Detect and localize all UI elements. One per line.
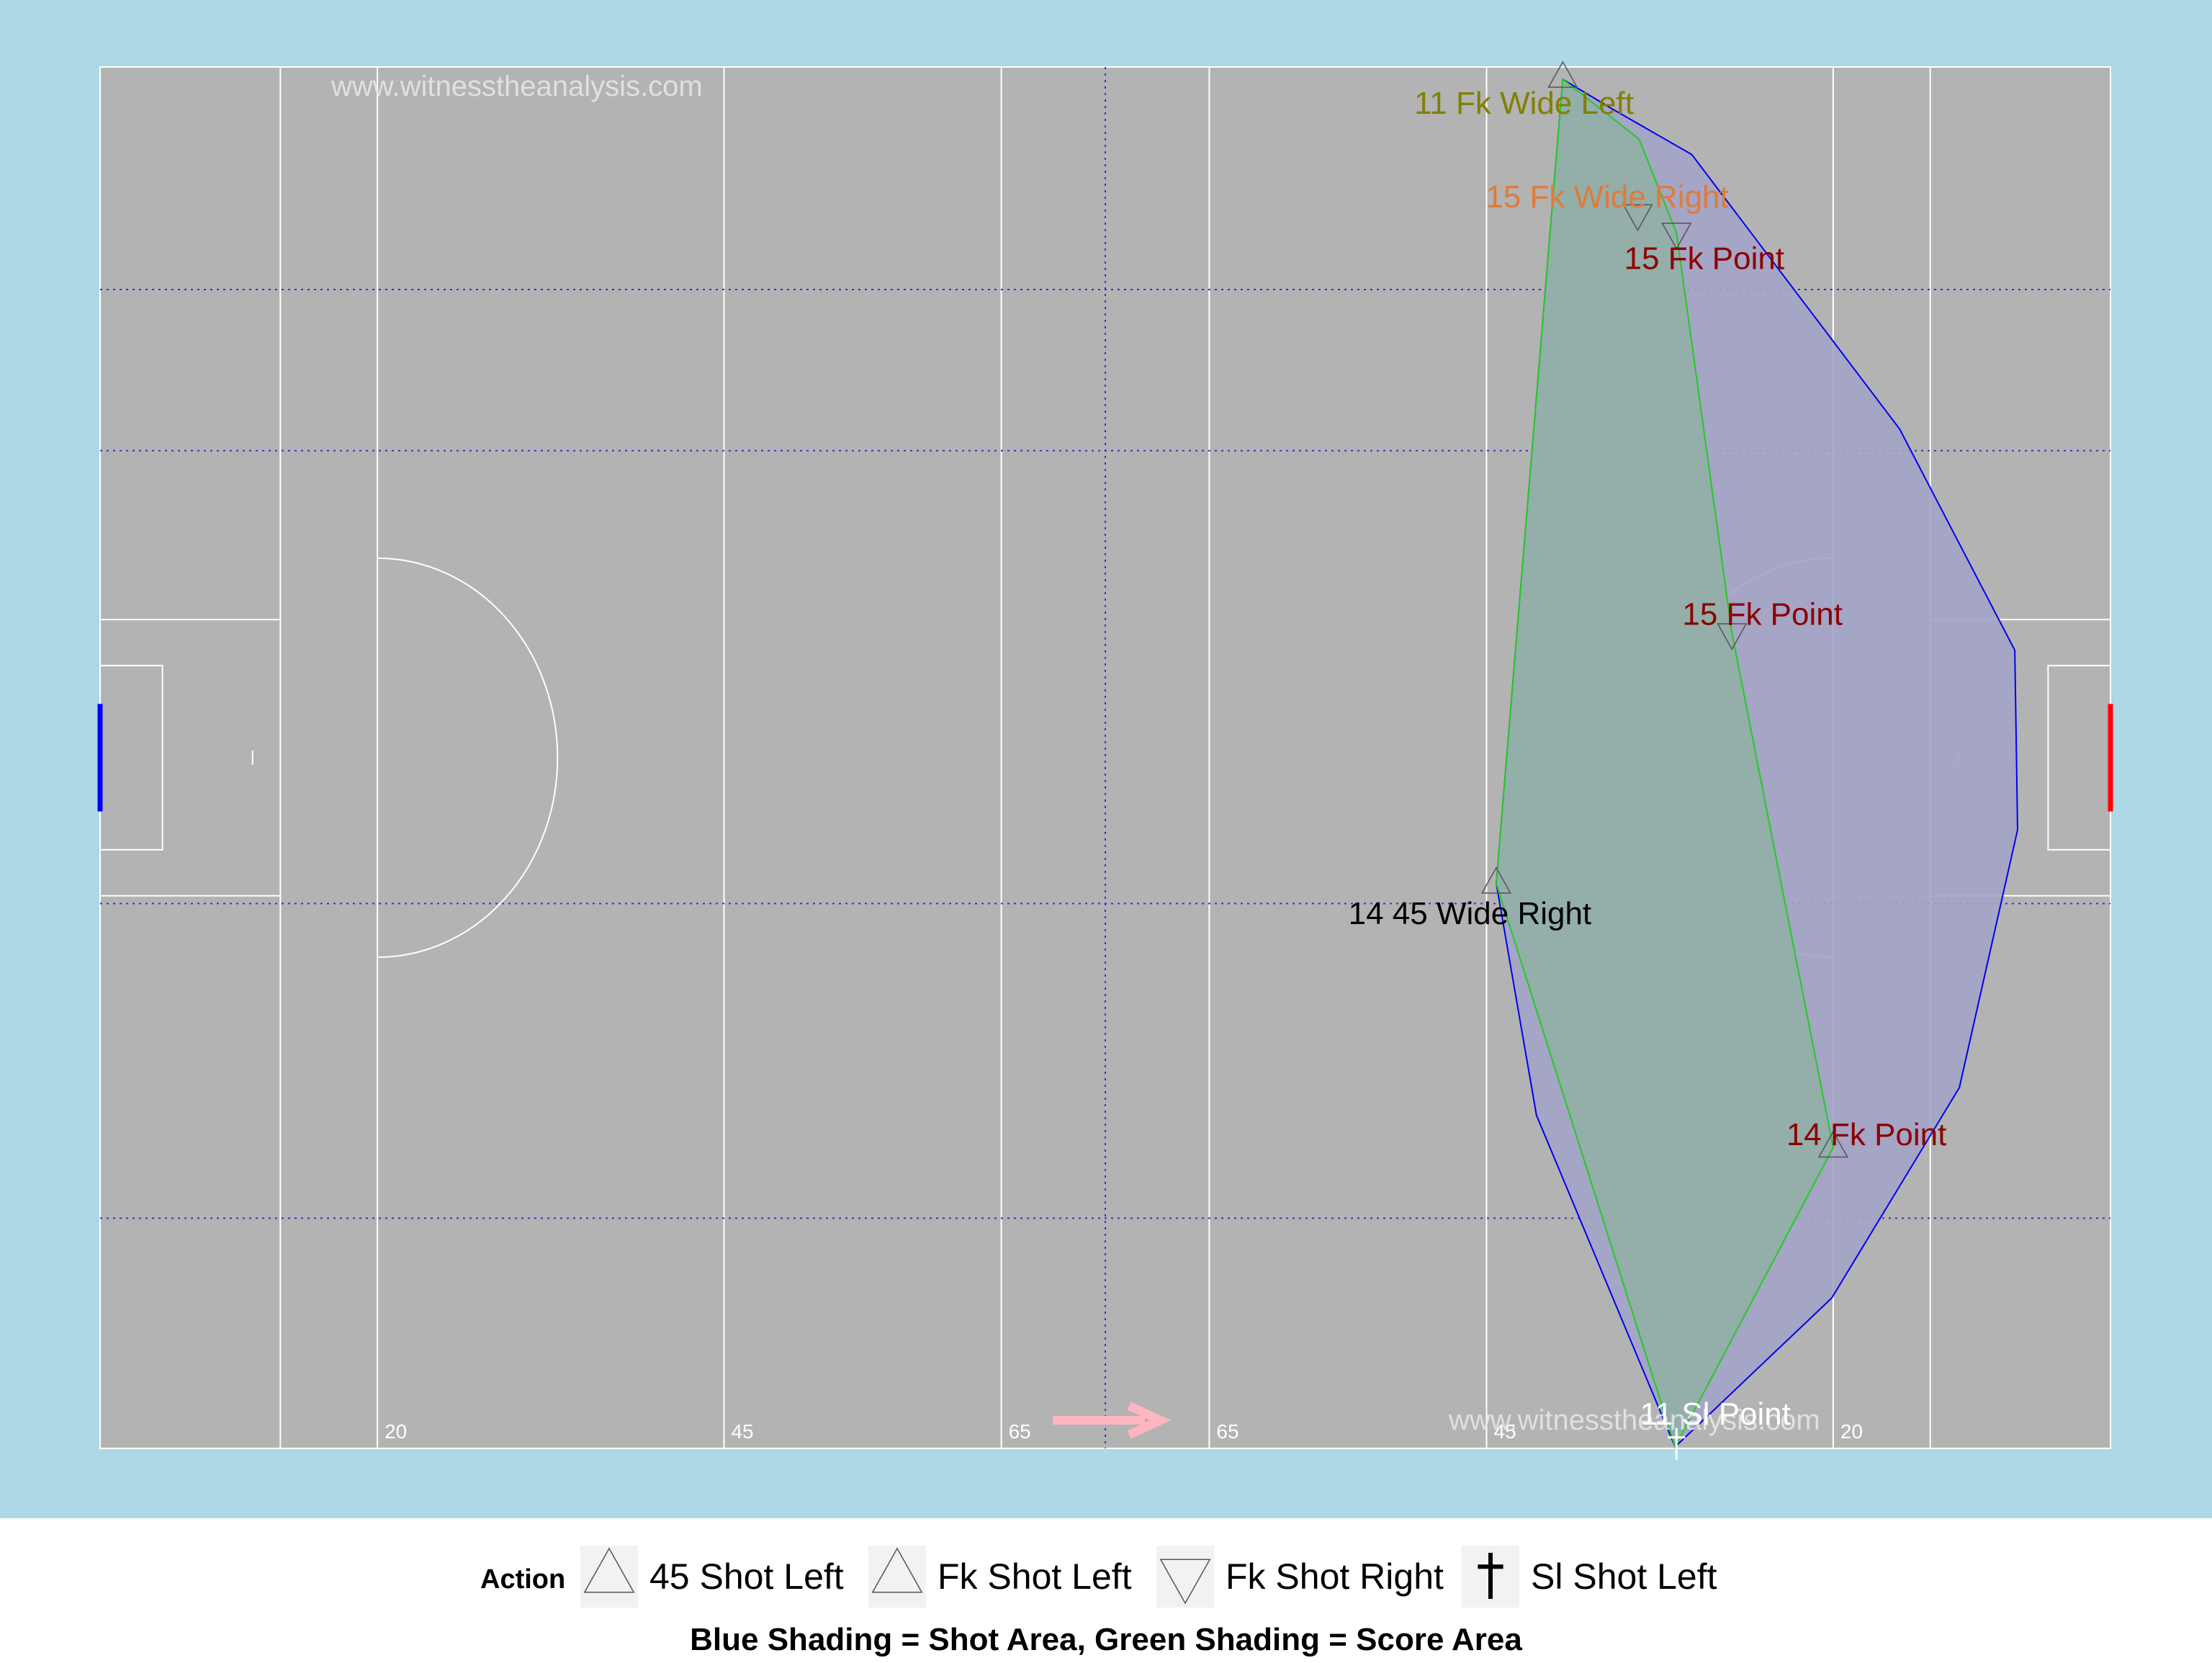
legend-symbol: [1478, 1553, 1503, 1599]
watermark-bottom: www.witnesstheanalysis.com: [1448, 1404, 1820, 1436]
chart-caption: Blue Shading = Shot Area, Green Shading …: [690, 1622, 1522, 1657]
distance-labels: 20 45 65 65 45 20: [385, 1420, 1863, 1443]
score-area-polygon: [1495, 78, 1834, 1449]
shot-labels: 11 Fk Wide Left 15 Fk Wide Right 15 Fk Poi…: [1349, 86, 1947, 1432]
distance-label: 20: [1840, 1420, 1863, 1443]
left-arc: [377, 557, 558, 959]
pitch-markings: [97, 67, 2113, 1448]
distance-label: 65: [1216, 1420, 1238, 1443]
shot-marker: [1661, 223, 1692, 250]
legend-label: Fk Shot Left: [938, 1556, 1132, 1597]
legend-symbol: [871, 1547, 923, 1593]
shot-markers: [1480, 60, 1848, 1460]
shot-marker: [1668, 1427, 1686, 1460]
legend-symbol: [1159, 1559, 1211, 1605]
shot-label: 11 Sl Point: [1640, 1397, 1791, 1432]
distance-label: 45: [1494, 1420, 1516, 1443]
legend-title: Action: [480, 1564, 565, 1595]
shot-marker: [1480, 866, 1512, 894]
shot-marker: [1547, 60, 1578, 88]
shot-label: 11 Fk Wide Left: [1414, 86, 1634, 121]
legend-label: 45 Shot Left: [649, 1556, 844, 1597]
shot-marker: [1622, 204, 1653, 232]
shot-areas: [1495, 78, 2018, 1449]
shot-label: 14 45 Wide Right: [1349, 896, 1592, 931]
legend-symbol: [583, 1547, 635, 1593]
shot-label: 15 Fk Wide Right: [1485, 179, 1728, 215]
legend-background: [0, 1518, 2212, 1659]
legend-key: [580, 1546, 638, 1608]
attack-direction-arrow: [1053, 1402, 1172, 1439]
legend-key: [1156, 1546, 1214, 1608]
distance-label: 65: [1009, 1420, 1031, 1443]
arrow-head: [1127, 1402, 1172, 1439]
shot-marker: [1717, 623, 1748, 650]
legend-key: [868, 1546, 926, 1608]
watermark-top: www.witnesstheanalysis.com: [331, 71, 703, 102]
legend: Action 45 Shot Left Fk Shot Left Fk Shot R…: [480, 1546, 1717, 1608]
distance-label: 45: [731, 1420, 753, 1443]
shot-marker: [1817, 1130, 1848, 1158]
shot-label: 15 Fk Point: [1682, 597, 1843, 632]
legend-label: Sl Shot Left: [1531, 1556, 1717, 1597]
shot-label: 15 Fk Point: [1624, 241, 1785, 276]
shot-label: 14 Fk Point: [1786, 1117, 1947, 1152]
legend-label: Fk Shot Right: [1226, 1556, 1444, 1597]
distance-label: 20: [385, 1420, 407, 1443]
